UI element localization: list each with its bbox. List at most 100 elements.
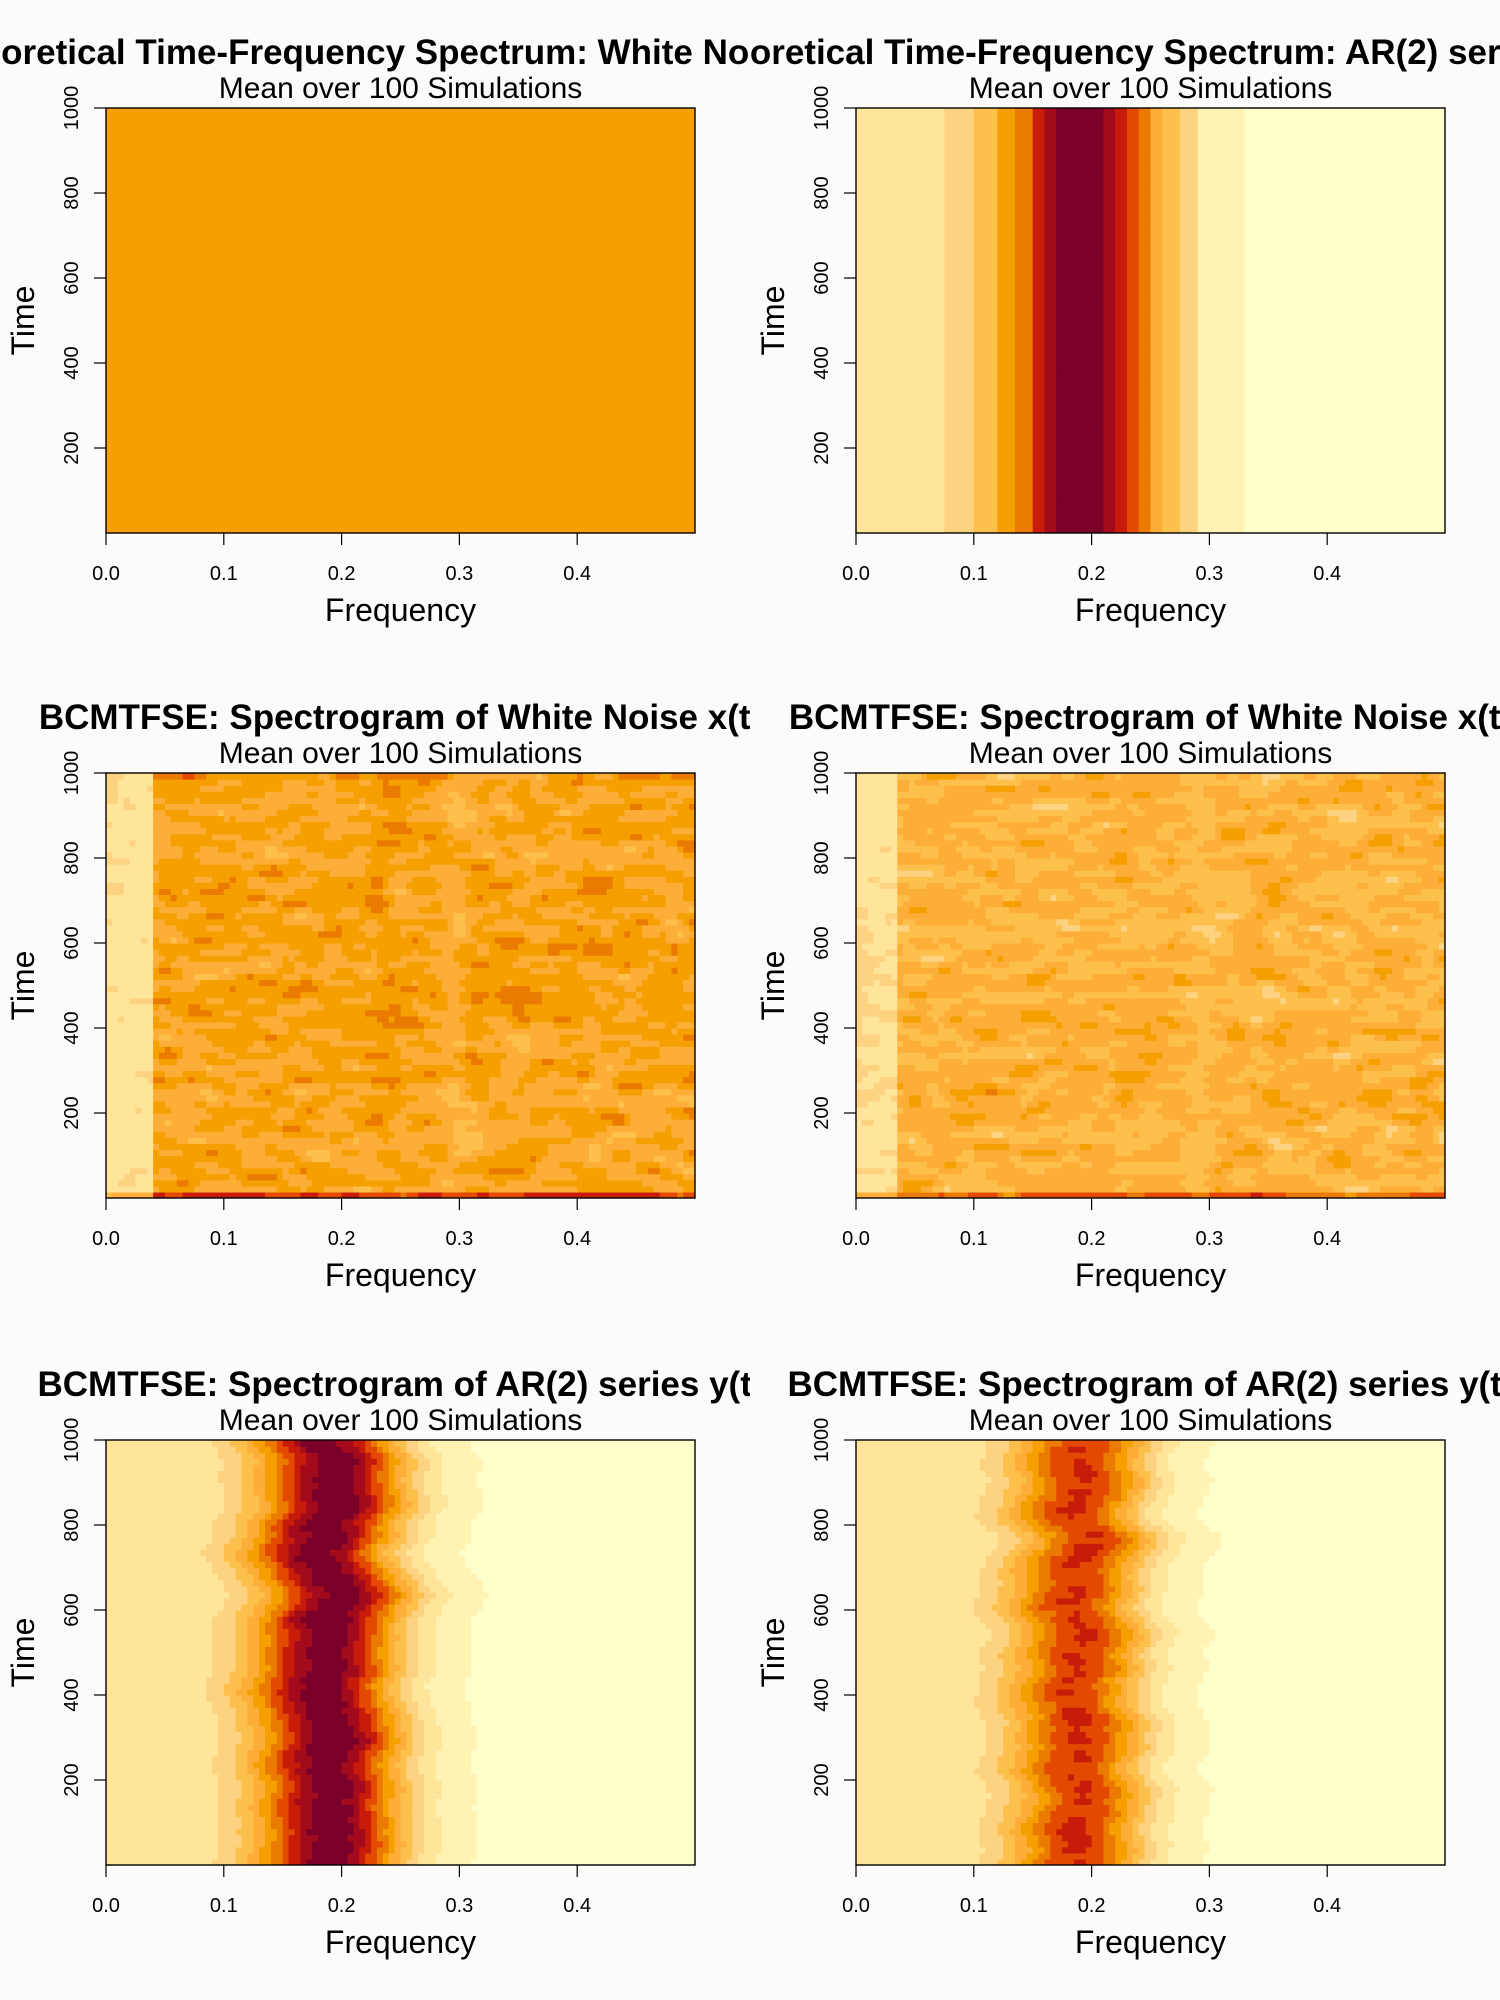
heatmap-cell <box>897 1125 975 1132</box>
heatmap-cell <box>241 1179 290 1187</box>
heatmap-cell <box>1362 1076 1381 1084</box>
heatmap-cell <box>1138 290 1152 297</box>
heatmap-cell <box>300 1028 343 1035</box>
heatmap-cell <box>973 864 993 871</box>
heatmap-cell <box>1138 205 1152 212</box>
heatmap-cell <box>388 1858 402 1865</box>
heatmap-cell <box>465 1064 502 1072</box>
heatmap-cell <box>217 1149 243 1157</box>
heatmap-cell <box>159 1003 166 1011</box>
heatmap-cell <box>1138 271 1152 279</box>
heatmap-cell <box>1138 320 1152 328</box>
heatmap-cell <box>524 1167 537 1175</box>
heatmap-cell <box>365 1767 372 1775</box>
heatmap-cell <box>1162 132 1181 139</box>
heatmap-cell <box>1015 350 1034 358</box>
heatmap-cell <box>106 1179 119 1187</box>
heatmap-cell <box>1321 870 1370 877</box>
heatmap-cell <box>459 1094 472 1102</box>
heatmap-cell <box>1079 815 1187 823</box>
heatmap-cell <box>944 466 975 473</box>
heatmap-cell <box>447 791 460 798</box>
heatmap-cell <box>1056 296 1104 303</box>
heatmap-cell <box>1126 906 1140 914</box>
heatmap-cell <box>1138 472 1152 479</box>
heatmap-cell <box>253 1798 260 1805</box>
heatmap-cell <box>1421 1034 1440 1041</box>
heatmap-cell <box>347 1713 360 1720</box>
heatmap-cell <box>1309 1173 1358 1181</box>
heatmap-cell <box>1268 900 1281 908</box>
heatmap-cell <box>1215 1034 1228 1041</box>
heatmap-cell <box>465 912 484 920</box>
heatmap-cell <box>973 308 998 316</box>
heatmap-cell <box>1197 314 1246 322</box>
heatmap-cell <box>294 1755 313 1763</box>
heatmap-cell <box>1368 858 1428 865</box>
heatmap-cell <box>1368 1058 1381 1066</box>
heatmap-cell <box>856 393 945 401</box>
heatmap-cell <box>1203 1076 1228 1084</box>
heatmap-cell <box>1109 1040 1128 1047</box>
heatmap-cell <box>665 803 673 811</box>
heatmap-cell <box>1150 387 1163 394</box>
heatmap-cell <box>973 411 998 419</box>
heatmap-cell <box>1103 247 1116 255</box>
heatmap-cell <box>1150 180 1163 188</box>
heatmap-cell <box>1044 961 1069 968</box>
heatmap-cell <box>465 1046 478 1053</box>
heatmap-cell <box>400 1149 419 1157</box>
heatmap-cell <box>1115 369 1128 376</box>
heatmap-cell <box>1032 381 1046 388</box>
heatmap-cell <box>471 888 514 896</box>
heatmap-cell <box>535 906 572 914</box>
heatmap-cell <box>188 1137 207 1144</box>
heatmap-cell <box>588 1094 678 1102</box>
heatmap-cell <box>1150 423 1163 431</box>
heatmap-cell <box>106 1749 219 1757</box>
heatmap-cell <box>1421 1119 1445 1126</box>
heatmap-cell <box>903 918 916 926</box>
heatmap-cell <box>294 1094 313 1102</box>
heatmap-cell <box>1138 259 1152 267</box>
heatmap-cell <box>1439 930 1445 938</box>
heatmap-cell <box>247 997 266 1005</box>
heatmap-cell <box>1044 1070 1069 1078</box>
heatmap-cell <box>300 1816 313 1824</box>
heatmap-cell <box>856 1064 881 1072</box>
heatmap-cell <box>400 1828 413 1836</box>
heatmap-cell <box>683 1076 695 1084</box>
heatmap-cell <box>429 1015 460 1023</box>
heatmap-cell <box>897 1119 957 1126</box>
x-tick-label: 0.0 <box>842 1228 870 1250</box>
heatmap-cell <box>1162 478 1181 486</box>
heatmap-cell <box>217 1725 237 1733</box>
heatmap-cell <box>1015 393 1034 401</box>
heatmap-cell <box>300 1840 313 1848</box>
heatmap-cell <box>1197 454 1246 461</box>
heatmap-cell <box>1150 314 1163 322</box>
heatmap-cell <box>1421 773 1428 780</box>
heatmap-cell <box>435 876 466 883</box>
heatmap-cell <box>920 961 940 968</box>
heatmap-cell <box>1238 1070 1275 1078</box>
heatmap-cell <box>973 918 993 926</box>
heatmap-cell <box>1197 399 1246 407</box>
heatmap-cell <box>997 1088 1016 1096</box>
heatmap-cell <box>1115 1082 1157 1090</box>
heatmap-cell <box>1356 1094 1393 1102</box>
heatmap-cell <box>388 1701 396 1708</box>
heatmap-cell <box>1115 259 1128 267</box>
heatmap-cell <box>477 1834 695 1842</box>
heatmap-cell <box>1103 526 1116 533</box>
heatmap-cell <box>406 1100 449 1108</box>
heatmap-cell <box>412 803 431 811</box>
heatmap-cell <box>465 1185 490 1193</box>
heatmap-cell <box>1138 138 1152 146</box>
heatmap-cell <box>217 973 237 981</box>
heatmap-cell <box>938 1082 975 1090</box>
heatmap-cell <box>1103 1094 1116 1102</box>
heatmap-cell <box>1009 1137 1040 1144</box>
heatmap-cell <box>276 1749 284 1757</box>
heatmap-cell <box>1315 876 1387 883</box>
